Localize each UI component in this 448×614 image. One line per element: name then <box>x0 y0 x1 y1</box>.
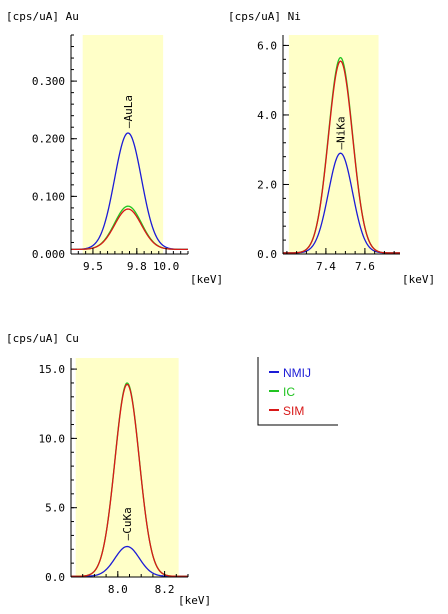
chart-au-peak-label: —AuLa <box>122 95 135 128</box>
chart-ni-x-ticks: 7.4 7.6 <box>286 248 395 273</box>
chart-au-x-ticks: 9.5 9.8 10.0 <box>70 248 189 273</box>
legend-item: NMIJ <box>269 366 311 380</box>
chart-cu-title: [cps/uA] Cu <box>6 332 79 345</box>
legend-label-ic: IC <box>283 385 295 399</box>
chart-au: [cps/uA] Au 0.000 0.100 0.200 0.300 9.5 9.8 1… <box>6 10 223 286</box>
legend: NMIJ IC SIM <box>257 357 338 426</box>
chart-au-x-label: [keV] <box>190 273 223 286</box>
chart-cu-series-sim <box>71 383 188 577</box>
chart-ni-y-tick-label: 0.0 <box>257 248 277 261</box>
chart-ni-roi-band <box>288 35 379 254</box>
chart-cu-y-tick-label: 5.0 <box>45 502 65 515</box>
chart-ni-title: [cps/uA] Ni <box>228 10 301 23</box>
chart-au-x-tick-label: 9.5 <box>83 260 103 273</box>
chart-ni: [cps/uA] Ni 0.0 2.0 4.0 6.0 7.4 7.6 —NiKa [k… <box>228 10 435 286</box>
chart-ni-x-tick-label: 7.6 <box>355 260 375 273</box>
chart-ni-peak-label: —NiKa <box>335 116 348 149</box>
chart-ni-y-tick-label: 4.0 <box>257 109 277 122</box>
legend-item: IC <box>269 385 295 399</box>
chart-ni-roi <box>288 35 379 254</box>
chart-ni-y-tick-label: 2.0 <box>257 178 277 191</box>
chart-cu-y-ticks: 0.0 5.0 10.0 15.0 <box>39 363 77 584</box>
chart-ni-x-label: [keV] <box>402 273 435 286</box>
chart-cu-series <box>71 382 188 577</box>
chart-au-title: [cps/uA] Au <box>6 10 79 23</box>
chart-ni-y-ticks: 0.0 2.0 4.0 6.0 <box>257 39 289 261</box>
chart-cu-roi-band <box>75 358 179 577</box>
chart-au-y-tick-label: 0.300 <box>32 75 65 88</box>
chart-cu-peak-label: —CuKa <box>121 507 134 540</box>
chart-cu-roi <box>75 358 179 577</box>
chart-ni-axes <box>282 35 400 255</box>
chart-cu-x-label: [keV] <box>178 594 211 607</box>
chart-au-y-tick-label: 0.100 <box>32 190 65 203</box>
chart-cu-y-tick-label: 15.0 <box>39 363 66 376</box>
legend-frame <box>257 357 338 426</box>
chart-cu-x-tick-label: 8.2 <box>155 583 175 596</box>
chart-ni-x-tick-label: 7.4 <box>316 260 336 273</box>
chart-au-y-tick-label: 0.200 <box>32 133 65 146</box>
chart-au-series-nmij <box>71 132 188 251</box>
chart-ni-series-sim <box>283 60 400 254</box>
legend-label-sim: SIM <box>283 404 304 418</box>
chart-au-series <box>71 132 188 251</box>
chart-au-y-ticks: 0.000 0.100 0.200 0.300 <box>32 34 77 261</box>
chart-ni-y-tick-label: 6.0 <box>257 39 277 52</box>
chart-au-x-tick-label: 10.0 <box>153 260 180 273</box>
chart-cu-y-tick-label: 0.0 <box>45 571 65 584</box>
chart-au-y-tick-label: 0.000 <box>32 248 65 261</box>
chart-au-series-sim <box>71 208 188 251</box>
chart-cu-y-tick-label: 10.0 <box>39 432 66 445</box>
legend-label-nmij: NMIJ <box>283 366 311 380</box>
chart-cu-x-tick-label: 8.0 <box>108 583 128 596</box>
chart-cu: [cps/uA] Cu 0.05.010.015.0 8.0 8.2 —CuKa … <box>6 332 211 607</box>
legend-item: SIM <box>269 404 304 418</box>
chart-au-x-tick-label: 9.8 <box>127 260 147 273</box>
chart-cu-x-ticks: 8.0 8.2 <box>70 571 189 596</box>
chart-ni-series <box>283 56 400 254</box>
